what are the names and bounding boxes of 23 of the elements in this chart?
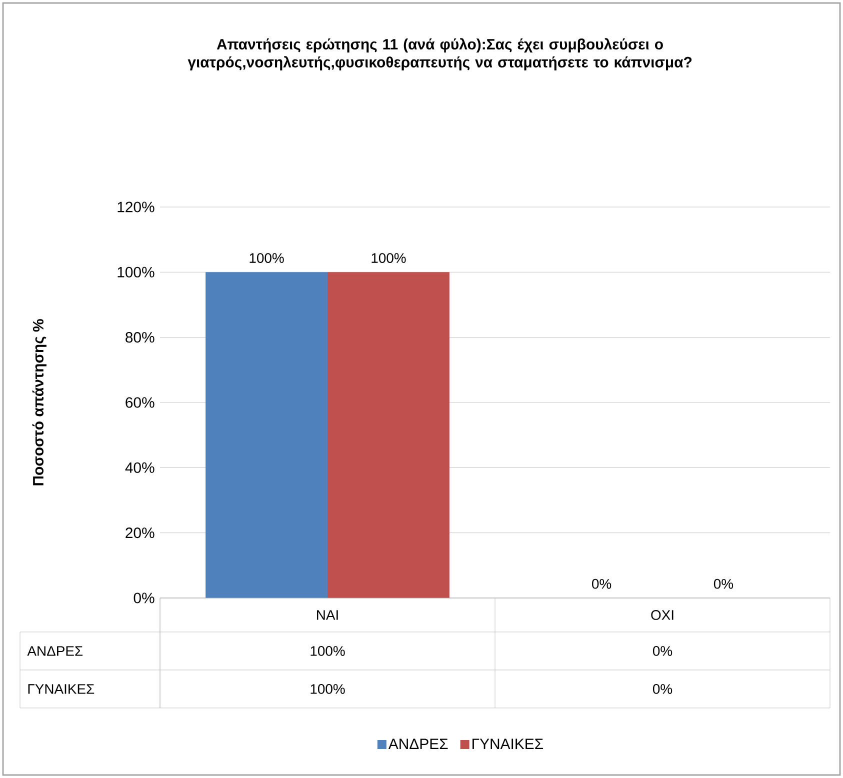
y-tick-label: 120%	[118, 202, 154, 212]
chart-title: Απαντήσεις ερώτησης 11 (ανά φύλο):Σας έχει συμβουλεύσει ο γιατρός,νοσηλευτής,φυσικοθεραπευτής να σταματήσετε το κάπνισμα?	[188, 38, 692, 70]
x-tick-label: ΝΑΙ	[317, 610, 338, 620]
y-tick-label: 100%	[118, 266, 154, 278]
text: ΓΥΝΑΙΚΕΣ	[28, 684, 94, 694]
y-axis-title: Ποσοστό απάντησης %	[32, 319, 46, 486]
text: 0%	[714, 578, 734, 589]
y-tick-label: 60%	[126, 397, 154, 408]
y-tick-label: 40%	[125, 462, 154, 473]
text: 0%	[592, 578, 612, 589]
text: 100%	[250, 253, 284, 263]
data-label: 0%	[652, 684, 672, 694]
data-label: 100%	[310, 646, 345, 656]
data-label: 0%	[652, 646, 672, 656]
data-label: 100%	[310, 684, 345, 694]
text: 100%	[372, 253, 406, 263]
x-tick-label: ΟΧΙ	[651, 610, 674, 620]
legend-label: ΑΝΔΡΕΣ	[388, 738, 448, 750]
y-tick-label: 20%	[126, 528, 154, 538]
legend-label: ΓΥΝΑΙΚΕΣ	[472, 738, 543, 750]
y-tick-label: 0%	[134, 592, 154, 604]
y-tick-label: 80%	[126, 332, 154, 343]
text: ΑΝΔΡΕΣ	[27, 646, 83, 656]
